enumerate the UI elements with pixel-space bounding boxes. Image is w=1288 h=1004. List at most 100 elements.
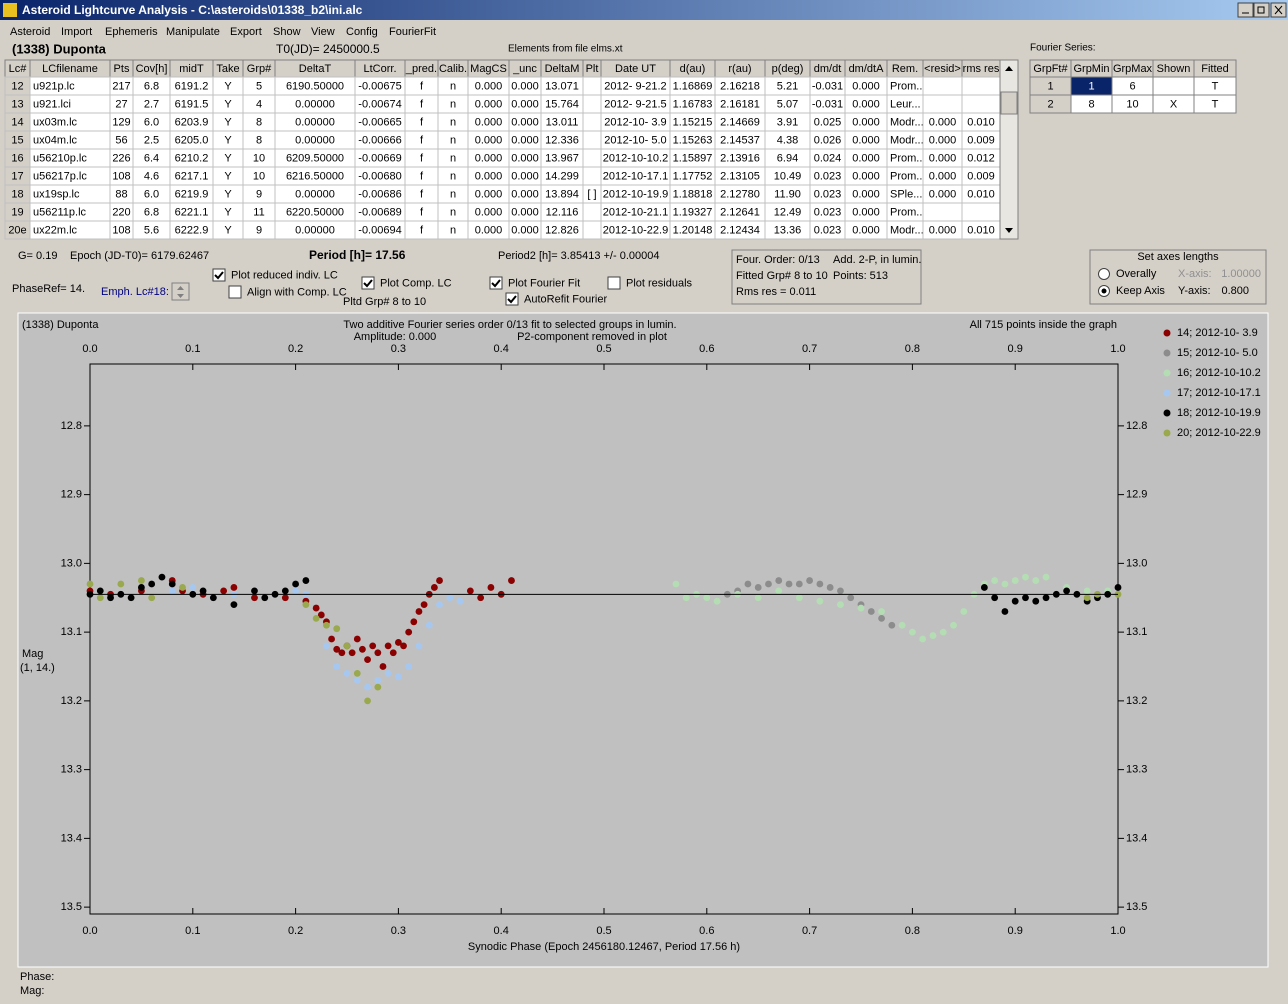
table-cell-text: n (450, 170, 456, 182)
fitted-groups: Fitted Grp# 8 to 10 (736, 270, 828, 282)
fourier-cell[interactable] (1152, 76, 1195, 96)
table-cell-text[interactable]: 13 (11, 98, 23, 110)
table-header: MagCS (470, 63, 507, 75)
menu-item[interactable]: Asteroid (10, 26, 50, 38)
table-cell-text: 6220.50000 (286, 206, 344, 218)
table-cell-text: n (450, 188, 456, 200)
table-cell-text[interactable]: 12 (11, 80, 23, 92)
data-point (816, 580, 824, 588)
axes-box-title: Set axes lengths (1137, 251, 1219, 263)
data-point (1114, 584, 1122, 591)
data-point (328, 635, 335, 643)
menu-item[interactable]: View (311, 26, 335, 38)
table-cell-text: 3.91 (777, 116, 798, 128)
menu-item[interactable]: Ephemeris (105, 26, 158, 38)
x-tick-label-top: 0.4 (494, 343, 509, 355)
table-cell-text: 5.21 (777, 80, 798, 92)
data-point (138, 584, 145, 591)
table-cell-text: 56 (115, 134, 127, 146)
checkbox[interactable] (607, 276, 621, 290)
checkbox-label[interactable]: Align with Comp. LC (247, 286, 347, 298)
menu-item[interactable]: Import (61, 26, 92, 38)
data-point (847, 594, 855, 602)
table-cell (582, 112, 602, 132)
data-point (374, 676, 382, 684)
data-point (107, 594, 114, 602)
table-cell-text[interactable]: 20e (8, 224, 26, 236)
scrollbar[interactable] (999, 59, 1019, 240)
checkbox-label[interactable]: Plot Comp. LC (380, 277, 452, 289)
spin-button[interactable] (171, 282, 190, 301)
table-cell-text: 0.023 (814, 188, 842, 200)
data-point (353, 676, 361, 684)
checkbox[interactable] (228, 285, 242, 299)
table-cell-text: 0.000 (511, 134, 539, 146)
table-cell-text: ux04m.lc (33, 134, 78, 146)
table-cell-text: 8 (256, 116, 262, 128)
fourier-cell[interactable] (1193, 94, 1237, 114)
checkbox[interactable] (212, 268, 226, 282)
table-cell-text: 2.5 (144, 134, 159, 146)
menu-item[interactable]: FourierFit (389, 26, 436, 38)
checkbox[interactable] (489, 276, 503, 290)
checkbox[interactable] (505, 292, 519, 306)
spin-arrows (177, 286, 184, 298)
table-cell-text[interactable]: 18 (11, 188, 23, 200)
table-cell-text: 13.36 (774, 224, 802, 236)
table-header: LtCorr. (363, 63, 396, 75)
checkbox-label[interactable]: Plot Fourier Fit (508, 277, 580, 289)
table-cell-text: 0.000 (475, 98, 503, 110)
table-cell-text: -0.00694 (358, 224, 401, 236)
data-point (364, 683, 371, 691)
table-cell-text[interactable]: 16 (11, 152, 23, 164)
radio-button[interactable] (1098, 268, 1110, 280)
data-point (343, 669, 351, 677)
table-cell-text: 13.894 (545, 188, 579, 200)
checkbox-label[interactable]: AutoRefit Fourier (524, 293, 607, 305)
minimize-button[interactable] (1237, 2, 1254, 18)
data-point (338, 649, 346, 657)
table-cell-text[interactable]: 17 (11, 170, 23, 182)
table-cell-text[interactable]: 14 (11, 116, 23, 128)
data-point (251, 594, 258, 602)
table-cell-text: Y (224, 224, 232, 236)
y-tick-label: 13.5 (61, 901, 82, 913)
menu-item[interactable]: Config (346, 26, 378, 38)
table-cell-text[interactable]: 19 (11, 206, 23, 218)
table-cell-text: -0.00674 (358, 98, 401, 110)
checkbox-label[interactable]: Plot reduced indiv. LC (231, 269, 338, 281)
data-point (312, 614, 320, 622)
title-bar (0, 0, 1288, 20)
table-cell-text: 0.012 (967, 152, 995, 164)
menu-item[interactable]: Export (230, 26, 262, 38)
data-point (1083, 594, 1091, 602)
table-header: Cov[h] (136, 63, 168, 75)
table-header: p(deg) (772, 63, 804, 75)
scroll-thumb[interactable] (1000, 91, 1018, 115)
table-cell-text: u56211p.lc (33, 206, 87, 218)
data-point (785, 580, 793, 588)
restore-button[interactable] (1253, 2, 1270, 18)
table-cell-text: 0.000 (511, 98, 539, 110)
data-point (436, 601, 443, 609)
menu-item[interactable]: Show (273, 26, 301, 38)
table-cell-text: 0.000 (475, 206, 503, 218)
checkbox[interactable] (361, 276, 375, 290)
table-cell-text: 0.000 (475, 134, 503, 146)
table-cell-text[interactable]: 15 (11, 134, 23, 146)
y-tick-label: 13.3 (61, 764, 82, 776)
data-point (744, 580, 752, 588)
radio-label[interactable]: Keep Axis (1116, 285, 1165, 297)
data-point (929, 632, 937, 639)
data-point (1042, 594, 1050, 602)
radio-label[interactable]: Overally (1116, 268, 1157, 280)
checkbox-label[interactable]: Plot residuals (626, 277, 693, 289)
table-cell-text: 0.000 (475, 116, 503, 128)
menu-item[interactable]: Manipulate (166, 26, 220, 38)
data-point (1011, 597, 1019, 605)
table-cell-text: 11 (253, 206, 264, 218)
data-point (795, 580, 803, 588)
table-cell-text: Y (224, 188, 232, 200)
data-point (148, 594, 156, 602)
data-point (312, 604, 320, 612)
